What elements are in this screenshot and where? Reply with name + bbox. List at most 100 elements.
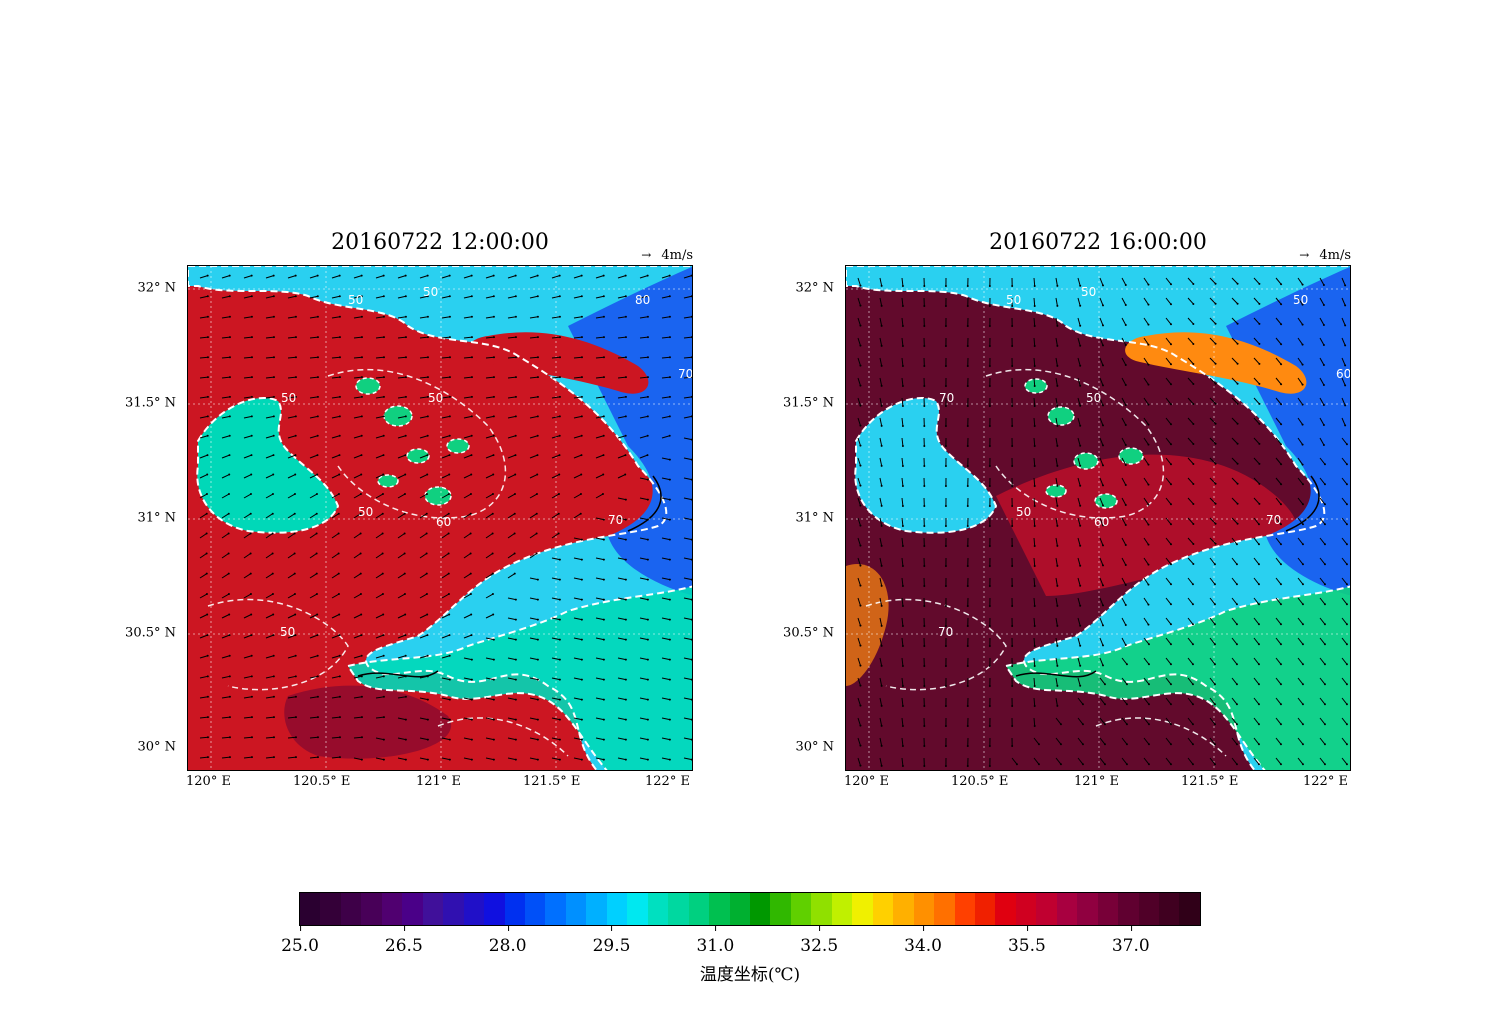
wind-vector-head bbox=[646, 638, 649, 641]
wind-vector-head bbox=[425, 532, 428, 535]
wind-vector bbox=[221, 655, 230, 659]
wind-vector-head bbox=[470, 356, 473, 359]
wind-vector-head bbox=[1214, 442, 1217, 445]
wind-vector bbox=[1187, 417, 1194, 425]
vector-scale-key: → 4m/s bbox=[641, 248, 693, 263]
wind-vector-head bbox=[272, 613, 275, 616]
wind-vector-head bbox=[988, 604, 991, 607]
wind-vector-head bbox=[469, 512, 472, 515]
wind-vector bbox=[1187, 577, 1194, 585]
wind-vector-head bbox=[1301, 443, 1304, 446]
wind-vector-head bbox=[1301, 563, 1304, 566]
wind-vector-head bbox=[923, 344, 926, 347]
wind-vector bbox=[243, 295, 252, 299]
colorbar-swatch bbox=[668, 893, 689, 925]
contour-label: 60 bbox=[436, 515, 451, 529]
wind-vector bbox=[1165, 637, 1172, 645]
wind-vector-head bbox=[382, 716, 385, 719]
wind-vector bbox=[287, 553, 295, 559]
wind-vector bbox=[1209, 297, 1216, 305]
wind-vector-head bbox=[228, 613, 231, 616]
wind-vector bbox=[683, 415, 692, 419]
wind-vector bbox=[287, 376, 297, 379]
wind-vector-head bbox=[536, 376, 539, 379]
wind-vector-head bbox=[1192, 422, 1195, 425]
wind-vector-head bbox=[271, 512, 274, 515]
wind-vector-head bbox=[1101, 424, 1104, 427]
wind-vector-head bbox=[1147, 583, 1150, 586]
wind-vector-head bbox=[1279, 503, 1282, 506]
wind-vector bbox=[1143, 557, 1149, 565]
wind-vector-head bbox=[668, 415, 671, 418]
wind-vector bbox=[857, 577, 861, 586]
wind-vector bbox=[1077, 497, 1081, 506]
wind-vector bbox=[265, 533, 273, 539]
lon-label: 122° E bbox=[1303, 774, 1348, 789]
wind-vector-head bbox=[923, 304, 926, 307]
wind-vector bbox=[573, 376, 583, 379]
wind-vector bbox=[309, 295, 318, 299]
wind-vector-head bbox=[624, 376, 627, 379]
wind-vector-head bbox=[1103, 743, 1106, 746]
contour-line bbox=[196, 396, 340, 534]
wind-vector bbox=[1143, 717, 1150, 725]
wind-vector bbox=[1033, 617, 1036, 627]
wind-vector bbox=[661, 295, 670, 299]
wind-vector bbox=[1231, 437, 1238, 445]
wind-vector bbox=[397, 553, 405, 559]
wind-vector bbox=[1187, 397, 1194, 405]
wind-vector bbox=[1077, 617, 1081, 626]
wind-vector bbox=[221, 593, 230, 599]
wind-vector bbox=[639, 336, 649, 339]
wind-vector-head bbox=[602, 274, 605, 277]
wind-vector-head bbox=[1345, 503, 1348, 506]
wind-vector bbox=[901, 717, 904, 727]
wind-vector bbox=[1121, 617, 1127, 626]
wind-vector-head bbox=[1169, 623, 1172, 626]
contour-line bbox=[1095, 717, 1227, 757]
wind-vector bbox=[1187, 297, 1194, 305]
wind-vector bbox=[1319, 417, 1325, 426]
wind-vector-head bbox=[988, 644, 991, 647]
wind-vector bbox=[397, 396, 406, 399]
wind-vector bbox=[1297, 277, 1303, 285]
wind-vector-head bbox=[1191, 743, 1194, 746]
wind-vector-head bbox=[536, 295, 539, 298]
wind-vector-head bbox=[558, 558, 561, 561]
wind-vector-head bbox=[492, 376, 495, 379]
wind-vector-head bbox=[206, 716, 209, 719]
wind-vector bbox=[1121, 317, 1127, 326]
wind-vector bbox=[1077, 537, 1081, 546]
wind-vector bbox=[1099, 617, 1104, 626]
wind-vector bbox=[309, 435, 318, 439]
wind-vector bbox=[1209, 677, 1216, 685]
wind-vector bbox=[1165, 577, 1172, 585]
wind-vector-head bbox=[491, 552, 494, 555]
wind-vector bbox=[529, 617, 538, 621]
wind-vector bbox=[397, 474, 406, 479]
wind-vector-head bbox=[1056, 384, 1059, 387]
wind-vector-head bbox=[316, 395, 319, 398]
wind-vector bbox=[287, 454, 296, 459]
wind-vector-head bbox=[1033, 544, 1036, 547]
wind-vector bbox=[1275, 477, 1282, 485]
bay-region bbox=[348, 586, 692, 770]
wind-vector bbox=[1099, 737, 1106, 745]
wind-vector-head bbox=[491, 512, 494, 515]
wind-vector-head bbox=[668, 678, 671, 681]
wind-vector bbox=[1319, 297, 1325, 306]
wind-vector bbox=[265, 316, 274, 319]
wind-vector bbox=[265, 614, 274, 619]
wind-vector-head bbox=[316, 756, 319, 759]
wind-vector-head bbox=[1345, 523, 1348, 526]
wind-vector-head bbox=[988, 704, 991, 707]
wind-vector-head bbox=[1169, 283, 1172, 286]
wind-vector bbox=[1341, 337, 1346, 346]
wind-vector bbox=[485, 757, 494, 761]
wind-vector-head bbox=[1056, 484, 1059, 487]
wind-vector bbox=[1231, 637, 1238, 645]
wind-vector bbox=[551, 493, 560, 499]
wind-vector bbox=[661, 336, 671, 339]
wind-vector bbox=[1077, 297, 1081, 306]
wind-vector bbox=[221, 716, 231, 719]
